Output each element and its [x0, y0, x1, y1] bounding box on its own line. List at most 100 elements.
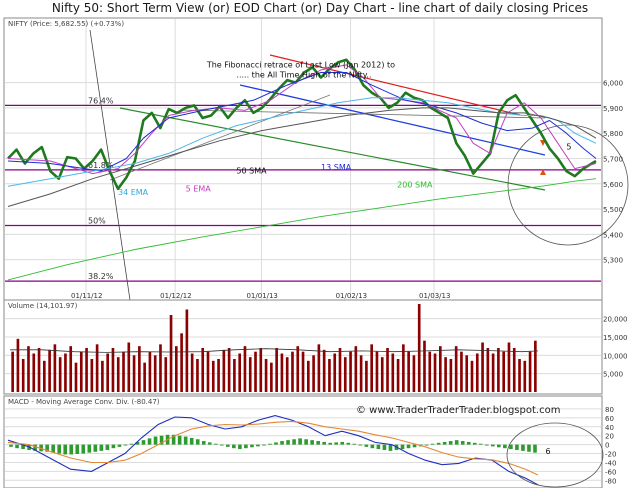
volume-bar	[317, 344, 321, 392]
price-x-tick-label: 01/02/13	[336, 292, 367, 300]
volume-bar	[211, 360, 215, 392]
macd-histogram-bar	[33, 444, 37, 451]
volume-bar	[254, 351, 257, 392]
macd-histogram-bar	[105, 444, 110, 450]
volume-bar	[43, 360, 46, 392]
macd-histogram-bar	[81, 444, 86, 454]
volume-bar	[343, 357, 347, 392]
volume-bar	[85, 348, 88, 392]
volume-bar	[233, 359, 236, 392]
macd-histogram-bar	[171, 434, 176, 445]
macd-histogram-bar	[226, 444, 230, 447]
price-y-tick-label: 5,600	[603, 181, 623, 189]
macd-histogram-bar	[183, 436, 188, 445]
macd-histogram-bar	[509, 444, 513, 450]
volume-bar	[444, 357, 447, 392]
series-line-price	[7, 58, 597, 191]
macd-histogram-bar	[147, 438, 152, 445]
macd-annotation: 6	[545, 447, 550, 456]
volume-bar	[74, 362, 78, 392]
macd-histogram-bar	[195, 439, 200, 445]
volume-bar	[259, 348, 263, 392]
macd-histogram-bar	[87, 444, 92, 453]
macd-y-tick-label: 80	[605, 406, 614, 414]
macd-histogram-bar	[460, 441, 465, 445]
price-annotation: 13 SMA	[321, 163, 352, 172]
volume-y-tick-label: 5,000	[603, 371, 623, 379]
volume-bar	[349, 351, 352, 392]
volume-bar	[322, 349, 326, 392]
price-annotation: ..... the All Time High of the Nifty..	[236, 71, 371, 80]
volume-bar	[449, 359, 453, 392]
macd-histogram-bar	[63, 444, 68, 455]
volume-bar	[79, 351, 83, 392]
macd-y-tick-label: -40	[605, 459, 616, 467]
macd-histogram-bar	[15, 444, 19, 449]
volume-bar	[528, 351, 532, 392]
macd-histogram-bar	[51, 444, 55, 453]
macd-y-tick-label: -80	[605, 477, 616, 485]
volume-bar	[370, 344, 373, 392]
volume-bar	[190, 353, 194, 392]
volume-bar	[58, 357, 62, 392]
macd-histogram-bar	[304, 439, 308, 445]
volume-bar	[307, 360, 310, 392]
volume-bar	[16, 338, 20, 392]
watermark: © www.TraderTraderTrader.blogspot.com	[356, 405, 560, 416]
volume-bar	[470, 360, 474, 392]
series-line-13-sma	[7, 72, 597, 172]
volume-bar	[328, 359, 331, 392]
macd-histogram-bar	[533, 444, 537, 453]
macd-histogram-bar	[292, 439, 296, 445]
price-y-tick-label: 5,400	[603, 231, 623, 239]
macd-histogram-bar	[153, 436, 158, 445]
macd-histogram-bar	[376, 444, 381, 450]
macd-histogram-bar	[111, 444, 116, 449]
macd-histogram-bar	[382, 444, 387, 450]
volume-bar	[275, 348, 278, 392]
volume-bar	[90, 359, 94, 392]
volume-bar	[417, 304, 421, 392]
volume-bar	[196, 359, 199, 392]
series-line-50-sma	[7, 107, 597, 207]
highlight-circle	[507, 124, 629, 246]
volume-panel: 5,000 10,000 15,000 20,000 Volume (14,101.9…	[3, 299, 628, 395]
price-y-tick-label: 5,900	[603, 105, 623, 113]
volume-bar	[116, 357, 120, 392]
volume-bar	[338, 348, 342, 392]
macd-histogram-bar	[515, 444, 519, 450]
price-y-tick-label: 5,700	[603, 155, 623, 163]
macd-histogram-bar	[328, 442, 333, 445]
macd-histogram-bar	[286, 440, 290, 445]
volume-bar	[227, 348, 231, 392]
macd-histogram-bar	[256, 444, 260, 447]
volume-bar	[132, 355, 136, 392]
volume-bar	[270, 362, 273, 392]
macd-histogram-bar	[485, 444, 489, 446]
red-trendline	[269, 54, 521, 116]
macd-y-tick-label: 20	[605, 433, 614, 441]
volume-bar	[386, 348, 389, 392]
macd-histogram-bar	[527, 444, 531, 452]
volume-bar	[175, 346, 178, 392]
volume-bar	[491, 353, 495, 392]
volume-bar	[238, 353, 241, 392]
macd-histogram-bar	[274, 442, 278, 445]
fib-level-label: 61.8%	[88, 161, 114, 170]
volume-bar	[159, 344, 162, 392]
macd-histogram-bar	[310, 440, 314, 445]
volume-bar	[365, 360, 368, 392]
macd-histogram-bar	[177, 435, 182, 445]
macd-histogram-bar	[521, 444, 525, 451]
price-annotation: 5 EMA	[186, 184, 212, 193]
chart-title: Nifty 50: Short Term View (or) EOD Chart…	[51, 1, 589, 15]
volume-bar	[217, 359, 220, 392]
volume-bar	[333, 353, 337, 392]
volume-panel-header: Volume (14,101.97)	[8, 302, 78, 310]
volume-bar	[27, 346, 30, 392]
macd-histogram-bar	[99, 444, 104, 451]
volume-bar	[222, 349, 226, 392]
volume-bar	[523, 360, 527, 392]
macd-histogram-bar	[213, 443, 218, 445]
price-annotation: 34 EMA	[118, 188, 149, 197]
